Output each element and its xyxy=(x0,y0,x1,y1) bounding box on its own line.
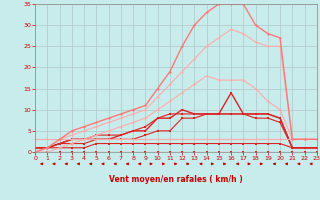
X-axis label: Vent moyen/en rafales ( km/h ): Vent moyen/en rafales ( km/h ) xyxy=(109,175,243,184)
